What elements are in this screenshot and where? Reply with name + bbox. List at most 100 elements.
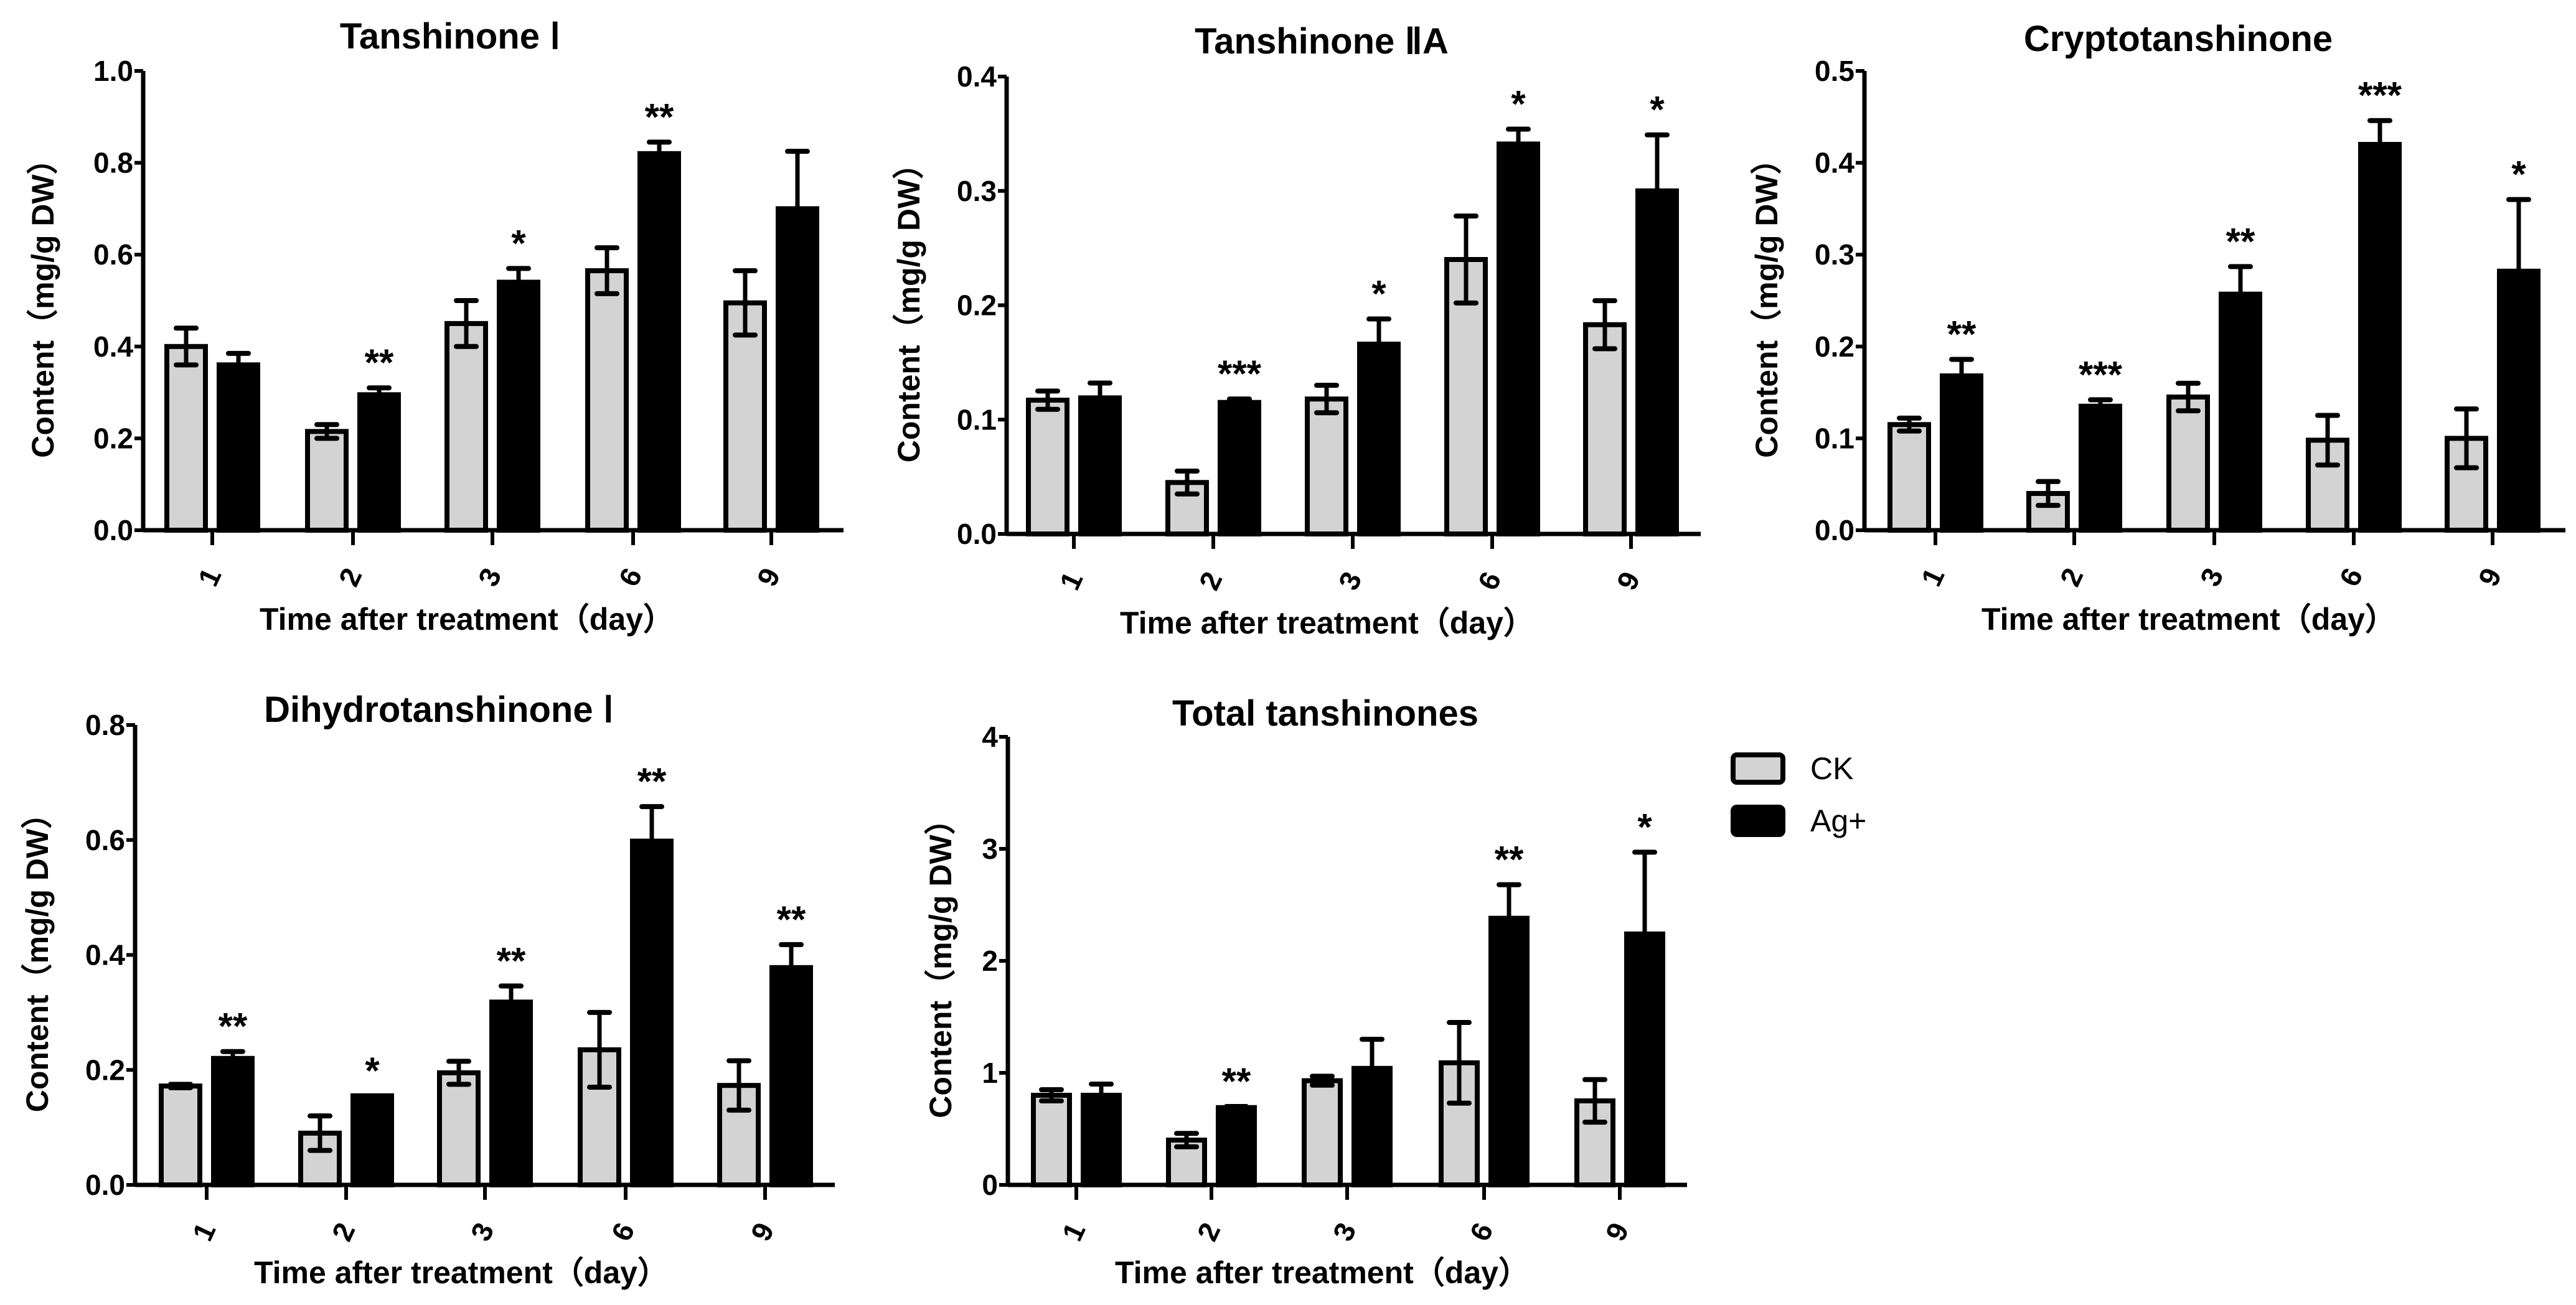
- y-tick-label: 0.4: [1815, 147, 1854, 179]
- chart-panel: Cryptotanshinone 0.0 0.1 0.2 0.3 0.4 0.5 Conten…: [1749, 19, 2565, 637]
- chart-panel: Tanshinone ⅡA 0.0 0.1 0.2 0.3 0.4 Content（mg/g…: [891, 21, 1701, 640]
- significance-label: **: [1495, 839, 1524, 881]
- y-tick-label: 0.2: [957, 289, 997, 322]
- bar-ck: [1031, 1093, 1072, 1187]
- legend-swatch-ag: [1731, 805, 1785, 837]
- bar-ag: [630, 838, 674, 1188]
- bar-ck: [585, 268, 629, 533]
- x-tick-label: 2: [326, 1218, 362, 1246]
- bar-ag: [1218, 400, 1261, 536]
- x-tick-label: 1: [186, 1218, 222, 1246]
- y-tick-label: 0.4: [957, 60, 997, 93]
- significance-label: **: [637, 760, 667, 802]
- bar-ag: [1078, 395, 1122, 537]
- x-tick-label: 3: [1332, 567, 1368, 595]
- chart-title: Cryptotanshinone: [2024, 19, 2333, 59]
- y-axis-label: Content（mg/g DW）: [1749, 143, 1784, 457]
- significance-label: **: [1222, 1060, 1251, 1102]
- y-tick-label: 0.0: [957, 518, 997, 550]
- y-tick-label: 0.1: [957, 403, 997, 436]
- x-axis-label: Time after treatment（day）: [260, 602, 674, 637]
- bar-ag: [1351, 1065, 1393, 1188]
- x-tick-label: 6: [1472, 567, 1508, 595]
- bar-ag: [2358, 142, 2402, 533]
- x-tick-label: 1: [1915, 563, 1951, 591]
- x-axis-label: Time after treatment（day）: [1981, 602, 2396, 637]
- bar-ck: [437, 1070, 481, 1188]
- bar-ag: [217, 362, 260, 533]
- y-tick-label: 0.3: [1815, 238, 1854, 271]
- chart-title: Total tanshinones: [1172, 693, 1478, 734]
- chart-panel: Dihydrotanshinone Ⅰ 0.0 0.2 0.4 0.6 0.8 Conten…: [20, 690, 835, 1290]
- significance-label: **: [365, 342, 394, 383]
- bar-ag: [357, 392, 401, 533]
- significance-label: **: [2226, 220, 2255, 262]
- y-tick-label: 0.6: [93, 238, 133, 271]
- bar-ag: [211, 1055, 255, 1188]
- y-tick-label: 1: [982, 1057, 998, 1089]
- significance-label: *: [2511, 154, 2526, 195]
- x-tick-label: 3: [472, 563, 508, 591]
- chart-panel: Total tanshinones 0 1 2 3 4 Content（mg/g DW） Ti…: [923, 693, 1687, 1290]
- bar-ag: [497, 279, 540, 533]
- bar-ag: [2497, 268, 2541, 533]
- bar-ag: [1624, 931, 1665, 1188]
- bar-ag: [1635, 188, 1679, 536]
- significance-label: *: [1637, 806, 1652, 848]
- significance-label: ***: [2358, 75, 2402, 116]
- x-tick-label: 3: [1327, 1218, 1363, 1246]
- x-tick-label: 1: [1056, 1218, 1092, 1246]
- x-tick-label: 6: [605, 1218, 641, 1246]
- legend-swatch-ck: [1731, 752, 1785, 785]
- x-tick-label: 9: [1610, 567, 1647, 595]
- y-tick-label: 0.2: [93, 422, 133, 454]
- y-tick-label: 0.8: [85, 709, 125, 741]
- y-axis-label: Content（mg/g DW）: [891, 148, 926, 462]
- bar-ag: [1497, 141, 1540, 537]
- bar-ck: [159, 1083, 202, 1187]
- y-axis-label: Content（mg/g DW）: [923, 803, 958, 1118]
- bar-ag: [1940, 373, 1983, 533]
- x-tick-label: 1: [1053, 567, 1089, 595]
- y-tick-label: 0.2: [85, 1054, 125, 1086]
- y-tick-label: 0.0: [93, 514, 133, 546]
- y-tick-label: 0.0: [85, 1169, 125, 1201]
- significance-label: *: [1371, 273, 1386, 315]
- significance-label: **: [1947, 313, 1977, 355]
- significance-label: **: [645, 96, 674, 138]
- significance-label: *: [365, 1050, 380, 1092]
- x-tick-label: 6: [1464, 1218, 1500, 1246]
- x-tick-label: 3: [2194, 563, 2230, 591]
- significance-label: ***: [2079, 353, 2123, 395]
- x-axis-label: Time after treatment（day）: [254, 1255, 669, 1290]
- y-tick-label: 2: [982, 945, 998, 977]
- x-tick-label: 2: [332, 563, 369, 591]
- significance-label: **: [219, 1006, 248, 1047]
- bar-ck: [723, 300, 767, 533]
- y-tick-label: 3: [982, 833, 998, 865]
- x-tick-label: 9: [751, 563, 787, 591]
- bar-ck: [1583, 322, 1627, 536]
- bar-ck: [444, 320, 488, 533]
- y-tick-label: 0.4: [93, 330, 133, 363]
- x-axis-label: Time after treatment（day）: [1120, 606, 1535, 640]
- y-tick-label: 4: [982, 721, 998, 753]
- bar-ag: [1216, 1105, 1257, 1188]
- x-tick-label: 1: [192, 563, 228, 591]
- x-tick-label: 6: [613, 563, 649, 591]
- bar-ag: [637, 151, 681, 533]
- y-tick-label: 0.1: [1815, 422, 1854, 454]
- y-tick-label: 0.6: [85, 824, 125, 856]
- chart-title: Dihydrotanshinone Ⅰ: [264, 690, 614, 730]
- significance-label: *: [1511, 83, 1526, 125]
- bar-ag: [350, 1093, 394, 1187]
- y-tick-label: 0.2: [1815, 330, 1854, 363]
- bar-ck: [1887, 422, 1931, 533]
- y-tick-label: 0: [982, 1169, 998, 1201]
- significance-label: *: [511, 222, 526, 264]
- y-tick-label: 0.0: [1815, 514, 1854, 546]
- chart-panel: Tanshinone Ⅰ 0.0 0.2 0.4 0.6 0.8 1.0 Content（mg…: [26, 16, 844, 637]
- bar-ag: [769, 965, 813, 1187]
- x-tick-label: 6: [2333, 563, 2369, 591]
